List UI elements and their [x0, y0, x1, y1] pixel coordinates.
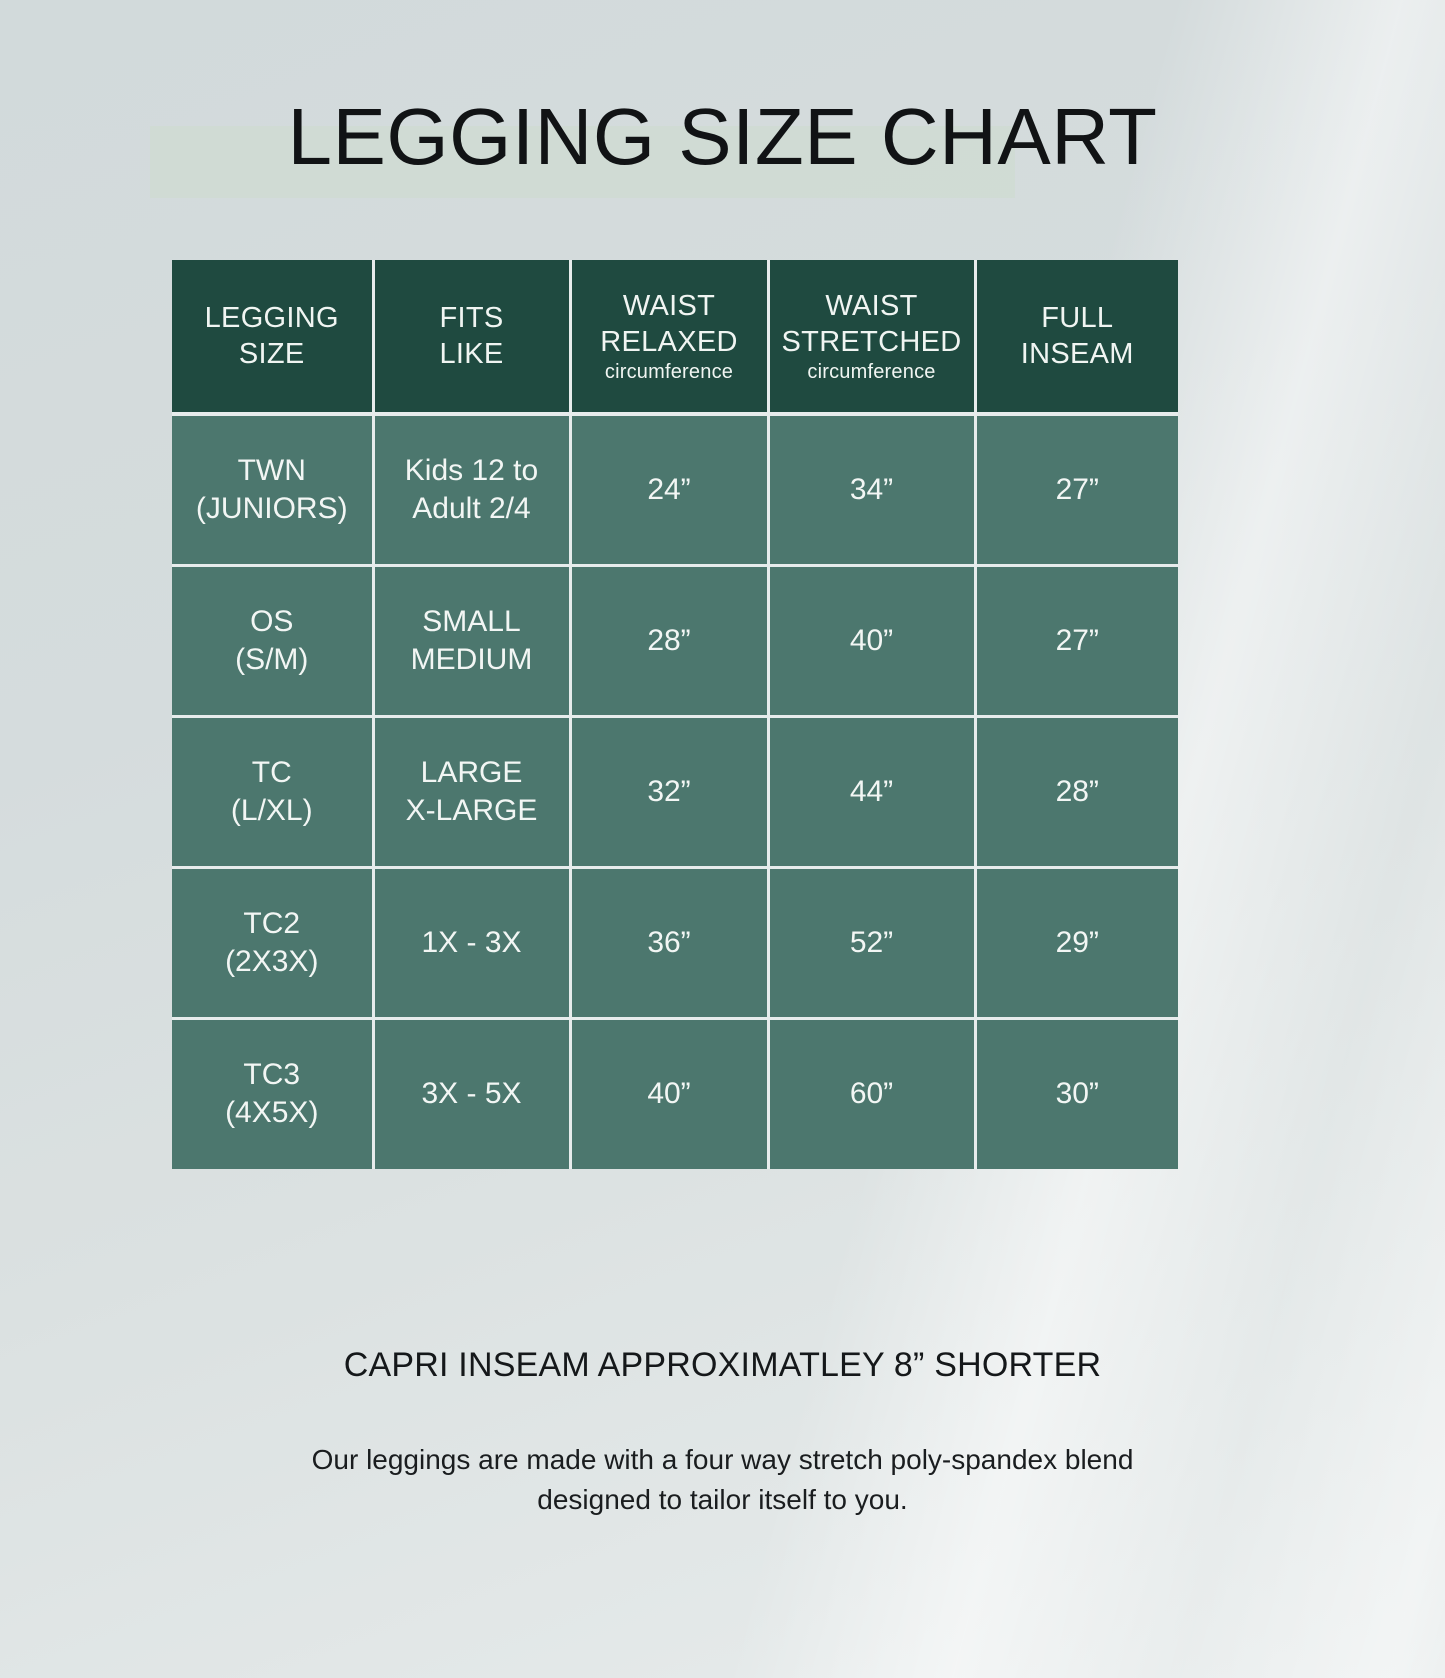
fits-line-2: Adult 2/4 — [412, 491, 531, 525]
size-line-2: (S/M) — [235, 642, 309, 676]
cell-waist-relaxed: 36” — [568, 865, 768, 1018]
fits-line-2: MEDIUM — [410, 642, 533, 676]
size-line-1: TC3 — [243, 1058, 301, 1092]
table-header-row: LEGGING SIZE FITS LIKE WAIST RELAXED cir… — [172, 260, 1178, 414]
header-line-1: FULL — [1041, 302, 1114, 334]
table-row: TC (L/XL) LARGE X-LARGE 32” 44” 28” — [172, 714, 1178, 867]
cell-full-inseam: 27” — [973, 563, 1178, 716]
cell-waist-relaxed: 24” — [568, 412, 768, 565]
table-row: TWN (JUNIORS) Kids 12 to Adult 2/4 24” 3… — [172, 412, 1178, 565]
cell-waist-stretched: 60” — [766, 1016, 975, 1169]
cell-legging-size: TC (L/XL) — [172, 714, 373, 867]
table-row: TC2 (2X3X) 1X - 3X 36” 52” 29” — [172, 865, 1178, 1018]
header-line-2: INSEAM — [1020, 338, 1134, 370]
cell-waist-relaxed: 28” — [568, 563, 768, 716]
cell-waist-stretched: 52” — [766, 865, 975, 1018]
size-line-2: (2X3X) — [225, 944, 319, 978]
cell-legging-size: TC3 (4X5X) — [172, 1016, 373, 1169]
cell-fits-like: Kids 12 to Adult 2/4 — [371, 412, 570, 565]
cell-fits-like: SMALL MEDIUM — [371, 563, 570, 716]
size-line-1: TC — [251, 755, 292, 789]
cell-full-inseam: 27” — [973, 412, 1178, 565]
cell-fits-like: LARGE X-LARGE — [371, 714, 570, 867]
cell-fits-like: 1X - 3X — [371, 865, 570, 1018]
fits-line-1: 3X - 5X — [421, 1077, 522, 1111]
cell-waist-stretched: 40” — [766, 563, 975, 716]
column-header-full-inseam: FULL INSEAM — [973, 260, 1178, 414]
column-header-legging-size: LEGGING SIZE — [172, 260, 373, 414]
column-header-waist-relaxed: WAIST RELAXED circumference — [568, 260, 768, 414]
cell-full-inseam: 28” — [973, 714, 1178, 867]
fits-line-1: SMALL — [422, 604, 521, 638]
cell-full-inseam: 30” — [973, 1016, 1178, 1169]
cell-legging-size: OS (S/M) — [172, 563, 373, 716]
cell-waist-relaxed: 40” — [568, 1016, 768, 1169]
header-line-2: RELAXED — [600, 325, 738, 358]
header-subtext: circumference — [604, 360, 734, 383]
column-header-waist-stretched: WAIST STRETCHED circumference — [766, 260, 975, 414]
cell-legging-size: TWN (JUNIORS) — [172, 412, 373, 565]
fabric-line-2: designed to tailor itself to you. — [537, 1484, 908, 1515]
header-line-2: SIZE — [238, 338, 305, 370]
fits-line-1: 1X - 3X — [421, 925, 522, 959]
size-line-2: (JUNIORS) — [195, 491, 348, 525]
fits-line-1: LARGE — [420, 755, 523, 789]
size-line-1: OS — [250, 604, 294, 638]
table-row: OS (S/M) SMALL MEDIUM 28” 40” 27” — [172, 563, 1178, 716]
cell-legging-size: TC2 (2X3X) — [172, 865, 373, 1018]
header-line-1: WAIST — [825, 289, 918, 322]
capri-inseam-note: CAPRI INSEAM APPROXIMATLEY 8” SHORTER — [343, 1346, 1102, 1384]
size-line-1: TWN — [237, 453, 306, 487]
header-subtext: circumference — [807, 360, 936, 383]
fabric-description: Our leggings are made with a four way st… — [0, 1440, 1445, 1520]
legging-size-table: LEGGING SIZE FITS LIKE WAIST RELAXED cir… — [172, 260, 1178, 1169]
fits-line-1: Kids 12 to — [404, 453, 539, 487]
header-line-1: WAIST — [622, 289, 716, 322]
cell-waist-relaxed: 32” — [568, 714, 768, 867]
size-line-2: (4X5X) — [225, 1096, 319, 1130]
table-row: TC3 (4X5X) 3X - 5X 40” 60” 30” — [172, 1016, 1178, 1169]
cell-waist-stretched: 44” — [766, 714, 975, 867]
header-line-2: STRETCHED — [781, 325, 962, 358]
header-line-1: LEGGING — [204, 302, 339, 334]
column-header-fits-like: FITS LIKE — [371, 260, 570, 414]
fits-line-2: X-LARGE — [405, 793, 538, 827]
fabric-line-1: Our leggings are made with a four way st… — [311, 1444, 1134, 1475]
cell-waist-stretched: 34” — [766, 412, 975, 565]
size-line-2: (L/XL) — [230, 793, 313, 827]
cell-fits-like: 3X - 5X — [371, 1016, 570, 1169]
page-title: LEGGING SIZE CHART — [287, 92, 1158, 181]
title-highlight-band — [150, 126, 1015, 198]
cell-full-inseam: 29” — [973, 865, 1178, 1018]
header-line-2: LIKE — [439, 338, 504, 370]
size-line-1: TC2 — [243, 906, 301, 940]
header-line-1: FITS — [439, 302, 504, 334]
title-block: LEGGING SIZE CHART — [0, 78, 1445, 198]
